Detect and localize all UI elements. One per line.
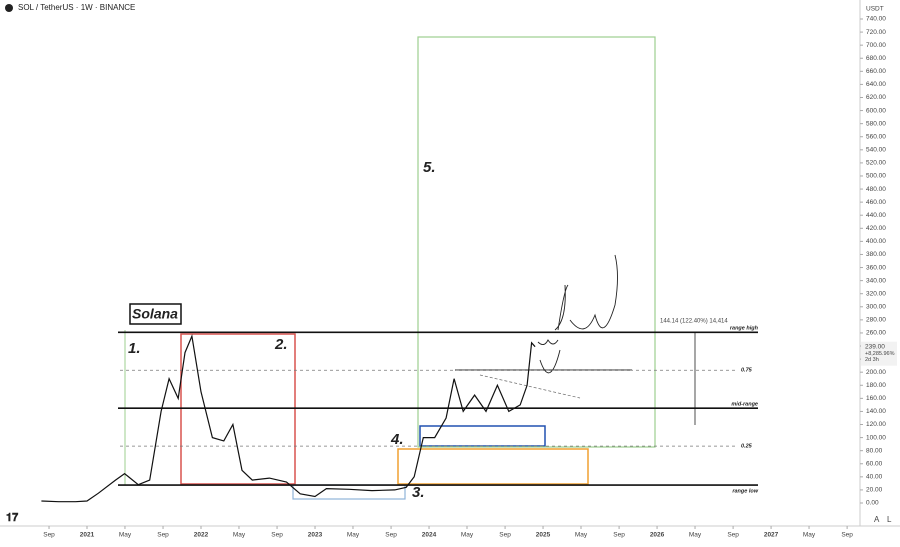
annotation: 3. bbox=[412, 484, 425, 501]
y-tick-label: 40.00 bbox=[866, 474, 883, 481]
x-tick-label: May bbox=[689, 532, 702, 539]
currency: USDT bbox=[866, 6, 884, 13]
x-tick-label: Sep bbox=[613, 532, 625, 539]
x-tick-label: 2027 bbox=[764, 532, 779, 539]
box-blue bbox=[419, 425, 546, 447]
y-tick-label: 60.00 bbox=[866, 460, 883, 467]
box-green bbox=[417, 36, 656, 448]
y-tick-label: 460.00 bbox=[866, 199, 886, 206]
chart-title: Solana bbox=[132, 306, 178, 322]
x-tick-label: 2025 bbox=[536, 532, 551, 539]
x-tick-label: May bbox=[575, 532, 588, 539]
annotation: 5. bbox=[423, 159, 436, 176]
y-tick-label: 660.00 bbox=[866, 68, 886, 75]
x-tick-label: May bbox=[233, 532, 246, 539]
level-label: 0.25 bbox=[741, 444, 753, 450]
x-tick-label: 2022 bbox=[194, 532, 209, 539]
y-tick-label: 480.00 bbox=[866, 186, 886, 193]
y-tick-label: 420.00 bbox=[866, 225, 886, 232]
x-tick-label: Sep bbox=[271, 532, 283, 539]
y-tick-label: 620.00 bbox=[866, 94, 886, 101]
x-tick-label: Sep bbox=[499, 532, 511, 539]
y-tick-label: 100.00 bbox=[866, 434, 886, 441]
annotation: 4. bbox=[390, 431, 404, 448]
y-tick-label: 680.00 bbox=[866, 55, 886, 62]
y-tick-label: 720.00 bbox=[866, 29, 886, 36]
x-tick-label: 2026 bbox=[650, 532, 665, 539]
symbol-icon bbox=[5, 4, 13, 12]
price-tag-change: +8,285.96% bbox=[865, 351, 895, 357]
y-tick-label: 400.00 bbox=[866, 238, 886, 245]
x-tick-label: May bbox=[803, 532, 816, 539]
projection-scribble bbox=[537, 254, 618, 374]
y-tick-label: 180.00 bbox=[866, 382, 886, 389]
y-tick-label: 520.00 bbox=[866, 160, 886, 167]
level-label: 0.75 bbox=[741, 368, 753, 374]
price-line bbox=[41, 334, 536, 503]
price-tag-countdown: 2d 3h bbox=[865, 357, 879, 363]
x-tick-label: 2021 bbox=[80, 532, 95, 539]
scale-button[interactable]: L bbox=[887, 515, 892, 524]
y-tick-label: 160.00 bbox=[866, 395, 886, 402]
y-tick-label: 700.00 bbox=[866, 42, 886, 49]
x-tick-label: Sep bbox=[385, 532, 397, 539]
y-tick-label: 380.00 bbox=[866, 251, 886, 258]
y-tick-label: 740.00 bbox=[866, 16, 886, 23]
level-label: range high bbox=[730, 326, 759, 332]
y-tick-label: 300.00 bbox=[866, 304, 886, 311]
y-tick-label: 580.00 bbox=[866, 120, 886, 127]
y-tick-label: 280.00 bbox=[866, 317, 886, 324]
level-label: range low bbox=[732, 488, 758, 494]
trend-line bbox=[479, 374, 581, 399]
y-tick-label: 260.00 bbox=[866, 330, 886, 337]
x-tick-label: May bbox=[347, 532, 360, 539]
y-tick-label: 20.00 bbox=[866, 487, 883, 494]
measure: 144.14 (122.40%) 14,414 bbox=[660, 319, 728, 325]
level-label: mid-range bbox=[731, 402, 758, 408]
annotation: 2. bbox=[274, 336, 288, 353]
title-box bbox=[129, 303, 182, 325]
y-tick-label: 360.00 bbox=[866, 264, 886, 271]
box-lightblue bbox=[292, 484, 406, 500]
y-tick-label: 540.00 bbox=[866, 147, 886, 154]
scale-button[interactable]: A bbox=[874, 515, 880, 524]
y-tick-label: 600.00 bbox=[866, 107, 886, 114]
x-tick-label: Sep bbox=[43, 532, 55, 539]
symbol: SOL / TetherUS · 1W · BINANCE bbox=[18, 3, 135, 12]
y-tick-label: 440.00 bbox=[866, 212, 886, 219]
y-tick-label: 120.00 bbox=[866, 421, 886, 428]
price-tag bbox=[861, 341, 897, 366]
x-tick-label: Sep bbox=[157, 532, 169, 539]
box-red bbox=[180, 333, 296, 485]
x-tick-label: May bbox=[461, 532, 474, 539]
y-tick-label: 500.00 bbox=[866, 173, 886, 180]
y-tick-label: 640.00 bbox=[866, 81, 886, 88]
y-tick-label: 340.00 bbox=[866, 277, 886, 284]
y-tick-label: 140.00 bbox=[866, 408, 886, 415]
annotation: 1. bbox=[128, 340, 141, 357]
logo: 𝟏𝟕 bbox=[6, 512, 19, 524]
y-tick-label: 80.00 bbox=[866, 447, 883, 454]
price-tag-label: 239.00 bbox=[865, 343, 885, 350]
y-tick-label: 0.00 bbox=[866, 500, 879, 507]
y-tick-label: 560.00 bbox=[866, 133, 886, 140]
x-tick-label: 2024 bbox=[422, 532, 437, 539]
x-tick-label: Sep bbox=[727, 532, 739, 539]
x-tick-label: Sep bbox=[841, 532, 853, 539]
box-orange bbox=[397, 448, 589, 485]
x-tick-label: 2023 bbox=[308, 532, 323, 539]
x-tick-label: May bbox=[119, 532, 132, 539]
y-tick-label: 200.00 bbox=[866, 369, 886, 376]
y-tick-label: 320.00 bbox=[866, 290, 886, 297]
